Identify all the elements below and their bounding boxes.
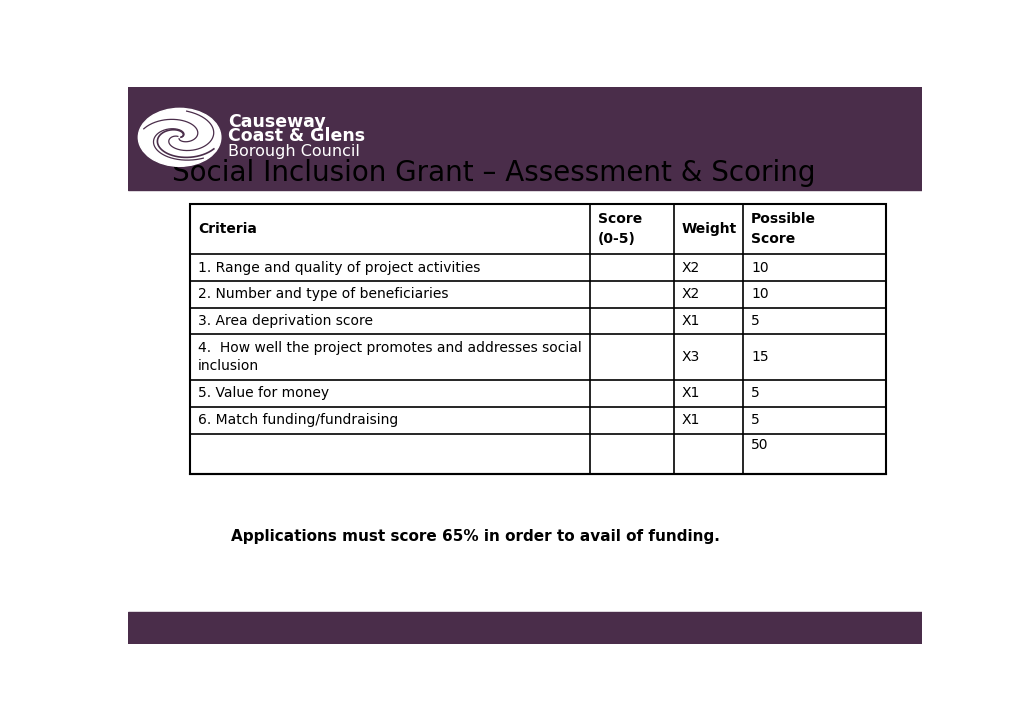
Text: 10: 10 (752, 287, 769, 301)
Text: 10: 10 (752, 261, 769, 274)
Circle shape (138, 109, 221, 167)
Text: Causeway: Causeway (228, 113, 326, 131)
Text: 1. Range and quality of project activities: 1. Range and quality of project activiti… (198, 261, 480, 274)
Text: Possible
Score: Possible Score (752, 212, 816, 245)
Text: 50: 50 (752, 438, 769, 452)
Text: Social Inclusion Grant – Assessment & Scoring: Social Inclusion Grant – Assessment & Sc… (172, 159, 815, 188)
Text: X1: X1 (682, 314, 700, 328)
Text: 2. Number and type of beneficiaries: 2. Number and type of beneficiaries (198, 287, 449, 301)
Text: X2: X2 (682, 287, 699, 301)
Text: 3. Area deprivation score: 3. Area deprivation score (198, 314, 373, 328)
Text: X1: X1 (682, 387, 700, 400)
Text: 4.  How well the project promotes and addresses social
inclusion: 4. How well the project promotes and add… (198, 341, 582, 374)
Text: 5: 5 (752, 387, 760, 400)
Text: 5: 5 (752, 413, 760, 427)
Bar (128, 612, 922, 644)
Text: 15: 15 (752, 350, 769, 364)
Text: X2: X2 (682, 261, 699, 274)
Text: Criteria: Criteria (198, 222, 257, 236)
Text: 5. Value for money: 5. Value for money (198, 387, 329, 400)
Bar (128, 87, 922, 190)
Text: X3: X3 (682, 350, 699, 364)
Text: Weight: Weight (682, 222, 737, 236)
Text: Applications must score 65% in order to avail of funding.: Applications must score 65% in order to … (231, 529, 720, 544)
Text: Borough Council: Borough Council (228, 144, 359, 159)
Text: 6. Match funding/fundraising: 6. Match funding/fundraising (198, 413, 398, 427)
Bar (189, 204, 886, 474)
Text: Coast & Glens: Coast & Glens (228, 127, 366, 146)
Text: X1: X1 (682, 413, 700, 427)
Text: Score
(0-5): Score (0-5) (598, 212, 642, 245)
Text: 5: 5 (752, 314, 760, 328)
